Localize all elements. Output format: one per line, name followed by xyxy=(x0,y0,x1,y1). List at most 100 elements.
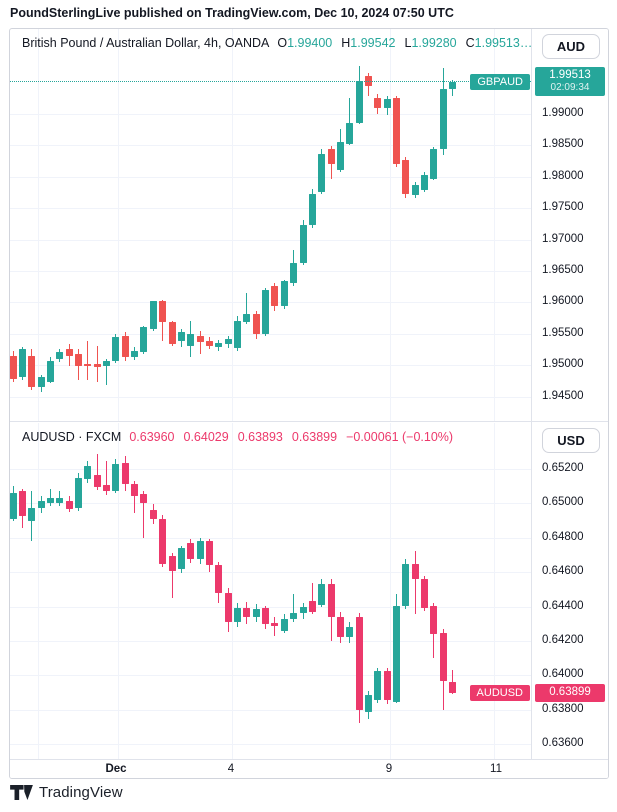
candle[interactable] xyxy=(411,564,419,580)
candle[interactable] xyxy=(131,350,139,358)
candle[interactable] xyxy=(364,694,372,712)
candle[interactable] xyxy=(224,592,232,622)
candle[interactable] xyxy=(56,352,64,359)
candle[interactable] xyxy=(56,498,64,503)
candle[interactable] xyxy=(10,355,17,379)
candle[interactable] xyxy=(308,601,316,612)
candle[interactable] xyxy=(205,340,213,346)
candle[interactable] xyxy=(290,262,298,283)
candle[interactable] xyxy=(168,321,176,344)
candle[interactable] xyxy=(374,97,382,108)
time-axis[interactable]: Dec 4 9 11 xyxy=(10,759,608,778)
candle[interactable] xyxy=(336,616,344,638)
candle[interactable] xyxy=(74,353,82,367)
candle[interactable] xyxy=(177,548,185,570)
candle[interactable] xyxy=(402,159,410,194)
candle[interactable] xyxy=(243,314,251,322)
candle[interactable] xyxy=(271,286,279,307)
candle[interactable] xyxy=(121,462,129,484)
candle[interactable] xyxy=(196,335,204,342)
candle[interactable] xyxy=(421,579,429,609)
currency-button-aud[interactable]: AUD xyxy=(542,34,600,59)
candle[interactable] xyxy=(196,541,204,560)
candle[interactable] xyxy=(65,348,73,356)
candle[interactable] xyxy=(103,361,111,367)
candle[interactable] xyxy=(336,141,344,170)
candle[interactable] xyxy=(318,584,326,605)
candle[interactable] xyxy=(346,627,354,638)
candle[interactable] xyxy=(28,507,36,522)
candle[interactable] xyxy=(37,500,45,508)
candle[interactable] xyxy=(84,363,92,367)
candle[interactable] xyxy=(103,484,111,491)
candle[interactable] xyxy=(439,88,447,150)
candle[interactable] xyxy=(421,174,429,190)
candle[interactable] xyxy=(205,541,213,566)
candle[interactable] xyxy=(18,348,26,378)
candle[interactable] xyxy=(159,301,167,322)
candle[interactable] xyxy=(280,281,288,307)
candle[interactable] xyxy=(280,618,288,631)
candle[interactable] xyxy=(299,606,307,614)
candle[interactable] xyxy=(215,565,223,593)
candle[interactable] xyxy=(430,149,438,179)
candle[interactable] xyxy=(252,609,260,617)
candle[interactable] xyxy=(131,483,139,496)
candle[interactable] xyxy=(449,81,457,89)
candle[interactable] xyxy=(112,336,120,362)
candle[interactable] xyxy=(355,616,363,710)
candle[interactable] xyxy=(37,377,45,387)
candle[interactable] xyxy=(327,584,335,617)
candle[interactable] xyxy=(168,556,176,572)
candle[interactable] xyxy=(262,608,270,624)
candle[interactable] xyxy=(93,363,101,368)
candle[interactable] xyxy=(271,623,279,627)
candle[interactable] xyxy=(177,331,185,341)
candle[interactable] xyxy=(449,682,457,693)
candle[interactable] xyxy=(393,606,401,702)
candle[interactable] xyxy=(187,333,195,346)
candle[interactable] xyxy=(224,339,232,344)
candle[interactable] xyxy=(346,123,354,144)
candle[interactable] xyxy=(234,320,242,349)
candle[interactable] xyxy=(393,97,401,164)
candle[interactable] xyxy=(439,633,447,682)
candle[interactable] xyxy=(383,98,391,108)
candle[interactable] xyxy=(159,519,167,565)
candle[interactable] xyxy=(187,543,195,560)
price-scale[interactable]: AUD USD 1.99000 1.98500 1.98000 1.97500 1.97… xyxy=(531,29,608,778)
candle[interactable] xyxy=(84,465,92,479)
candle[interactable] xyxy=(262,290,270,334)
candle[interactable] xyxy=(74,477,82,509)
currency-button-usd[interactable]: USD xyxy=(542,428,600,453)
candle[interactable] xyxy=(318,153,326,192)
candle[interactable] xyxy=(10,493,17,519)
candle[interactable] xyxy=(243,608,251,617)
candle[interactable] xyxy=(93,475,101,488)
candle[interactable] xyxy=(402,564,410,607)
candle[interactable] xyxy=(299,224,307,263)
candle[interactable] xyxy=(112,464,120,491)
candle[interactable] xyxy=(18,491,26,517)
candle[interactable] xyxy=(383,671,391,700)
candle[interactable] xyxy=(252,314,260,334)
candle[interactable] xyxy=(149,510,157,520)
candle[interactable] xyxy=(327,149,335,164)
candle[interactable] xyxy=(46,361,54,382)
candle[interactable] xyxy=(234,608,242,622)
candle[interactable] xyxy=(308,193,316,225)
candle[interactable] xyxy=(121,335,129,358)
candle[interactable] xyxy=(65,500,73,510)
candle[interactable] xyxy=(411,184,419,195)
pane-separator[interactable] xyxy=(10,421,608,422)
candle[interactable] xyxy=(215,342,223,347)
candle[interactable] xyxy=(290,613,298,619)
candle[interactable] xyxy=(28,355,36,387)
candle[interactable] xyxy=(140,493,148,504)
candle[interactable] xyxy=(149,301,157,329)
candle[interactable] xyxy=(140,326,148,352)
candle[interactable] xyxy=(46,498,54,504)
candle[interactable] xyxy=(374,671,382,700)
candle[interactable] xyxy=(430,606,438,635)
candle[interactable] xyxy=(355,80,363,124)
